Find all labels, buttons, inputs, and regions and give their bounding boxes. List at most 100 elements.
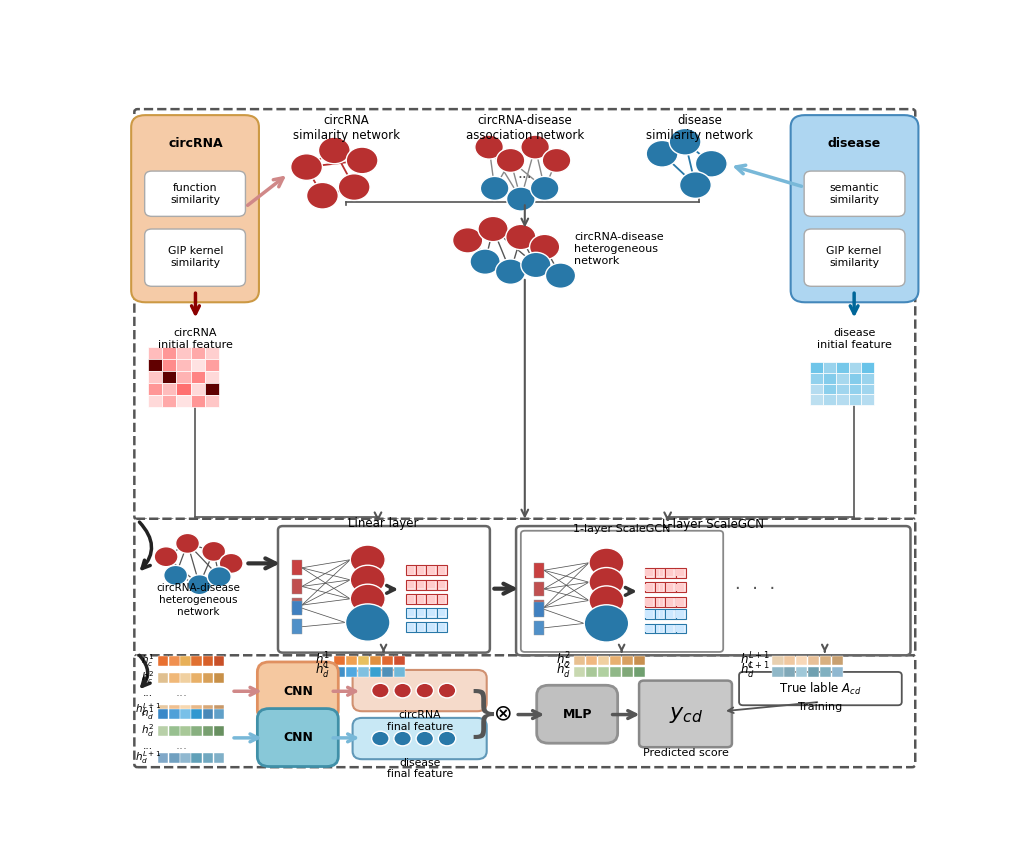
- Text: disease: disease: [827, 138, 881, 151]
- Bar: [162, 383, 176, 394]
- Bar: [670, 625, 674, 632]
- Bar: [655, 569, 659, 576]
- Bar: [191, 705, 202, 714]
- Bar: [437, 608, 447, 618]
- Bar: [370, 656, 381, 665]
- Bar: [190, 347, 205, 359]
- Text: $h_d^1$: $h_d^1$: [141, 706, 155, 722]
- Text: $h_c^1$: $h_c^1$: [315, 650, 331, 670]
- Bar: [358, 667, 370, 676]
- Bar: [147, 347, 162, 359]
- Bar: [191, 709, 202, 719]
- Circle shape: [372, 683, 389, 698]
- Bar: [292, 580, 302, 593]
- Bar: [214, 726, 224, 736]
- Bar: [772, 656, 783, 665]
- FancyBboxPatch shape: [134, 519, 915, 656]
- Bar: [666, 625, 670, 632]
- Bar: [666, 624, 676, 633]
- Bar: [676, 624, 686, 633]
- Bar: [426, 623, 437, 632]
- Bar: [535, 600, 544, 615]
- Bar: [574, 656, 585, 665]
- Bar: [811, 362, 823, 373]
- Bar: [394, 656, 404, 665]
- Bar: [666, 569, 670, 576]
- Bar: [586, 667, 597, 676]
- Bar: [836, 373, 849, 383]
- Bar: [849, 362, 861, 373]
- Bar: [180, 709, 190, 719]
- Bar: [574, 667, 585, 676]
- FancyBboxPatch shape: [144, 171, 246, 216]
- Bar: [823, 373, 836, 383]
- Circle shape: [394, 731, 412, 746]
- Bar: [659, 625, 664, 632]
- Bar: [670, 584, 674, 591]
- Bar: [645, 625, 649, 632]
- Bar: [176, 347, 190, 359]
- Text: $h_d^1$: $h_d^1$: [315, 661, 331, 682]
- Circle shape: [350, 565, 385, 594]
- Bar: [622, 656, 633, 665]
- Bar: [203, 726, 213, 736]
- FancyBboxPatch shape: [144, 229, 246, 286]
- Bar: [205, 394, 219, 407]
- Circle shape: [345, 604, 390, 641]
- Bar: [676, 567, 686, 578]
- Bar: [831, 656, 843, 665]
- Circle shape: [176, 534, 200, 554]
- Bar: [659, 584, 664, 591]
- Text: True lable $A_{cd}$: True lable $A_{cd}$: [779, 681, 861, 696]
- Bar: [158, 656, 169, 666]
- Bar: [598, 656, 609, 665]
- Circle shape: [521, 253, 551, 278]
- Text: $h_c^2$: $h_c^2$: [556, 650, 570, 670]
- Bar: [417, 609, 421, 617]
- Text: circRNA-disease
heterogeneous
network: circRNA-disease heterogeneous network: [574, 233, 664, 266]
- Bar: [823, 383, 836, 394]
- Bar: [176, 371, 190, 383]
- Bar: [849, 383, 861, 394]
- Text: Predicted score: Predicted score: [643, 748, 729, 759]
- Circle shape: [670, 128, 701, 155]
- Bar: [645, 584, 649, 591]
- Circle shape: [350, 545, 385, 574]
- Text: circRNA: circRNA: [168, 138, 223, 151]
- Bar: [292, 601, 302, 615]
- Bar: [823, 394, 836, 405]
- Bar: [437, 609, 441, 617]
- Bar: [416, 580, 426, 590]
- Text: $h_c^2$: $h_c^2$: [141, 669, 155, 686]
- Bar: [437, 567, 441, 573]
- Bar: [214, 673, 224, 682]
- Text: GIP kernel
similarity: GIP kernel similarity: [826, 247, 882, 268]
- Circle shape: [350, 584, 385, 613]
- Bar: [427, 567, 431, 573]
- Circle shape: [219, 554, 243, 573]
- Bar: [680, 569, 684, 576]
- Bar: [427, 609, 431, 617]
- Bar: [147, 359, 162, 371]
- Bar: [655, 609, 666, 618]
- Bar: [836, 394, 849, 405]
- Bar: [849, 373, 861, 383]
- Bar: [849, 394, 861, 405]
- Bar: [346, 667, 357, 676]
- Bar: [676, 625, 680, 632]
- Bar: [417, 596, 421, 603]
- Circle shape: [338, 174, 370, 201]
- FancyBboxPatch shape: [278, 526, 489, 652]
- Circle shape: [585, 605, 629, 642]
- Bar: [676, 610, 680, 618]
- Bar: [644, 582, 655, 593]
- Bar: [437, 565, 447, 575]
- Bar: [634, 656, 645, 665]
- Bar: [147, 371, 162, 383]
- Bar: [431, 581, 435, 588]
- Bar: [417, 567, 421, 573]
- Bar: [190, 371, 205, 383]
- Bar: [162, 359, 176, 371]
- Circle shape: [496, 259, 525, 285]
- Bar: [644, 609, 655, 618]
